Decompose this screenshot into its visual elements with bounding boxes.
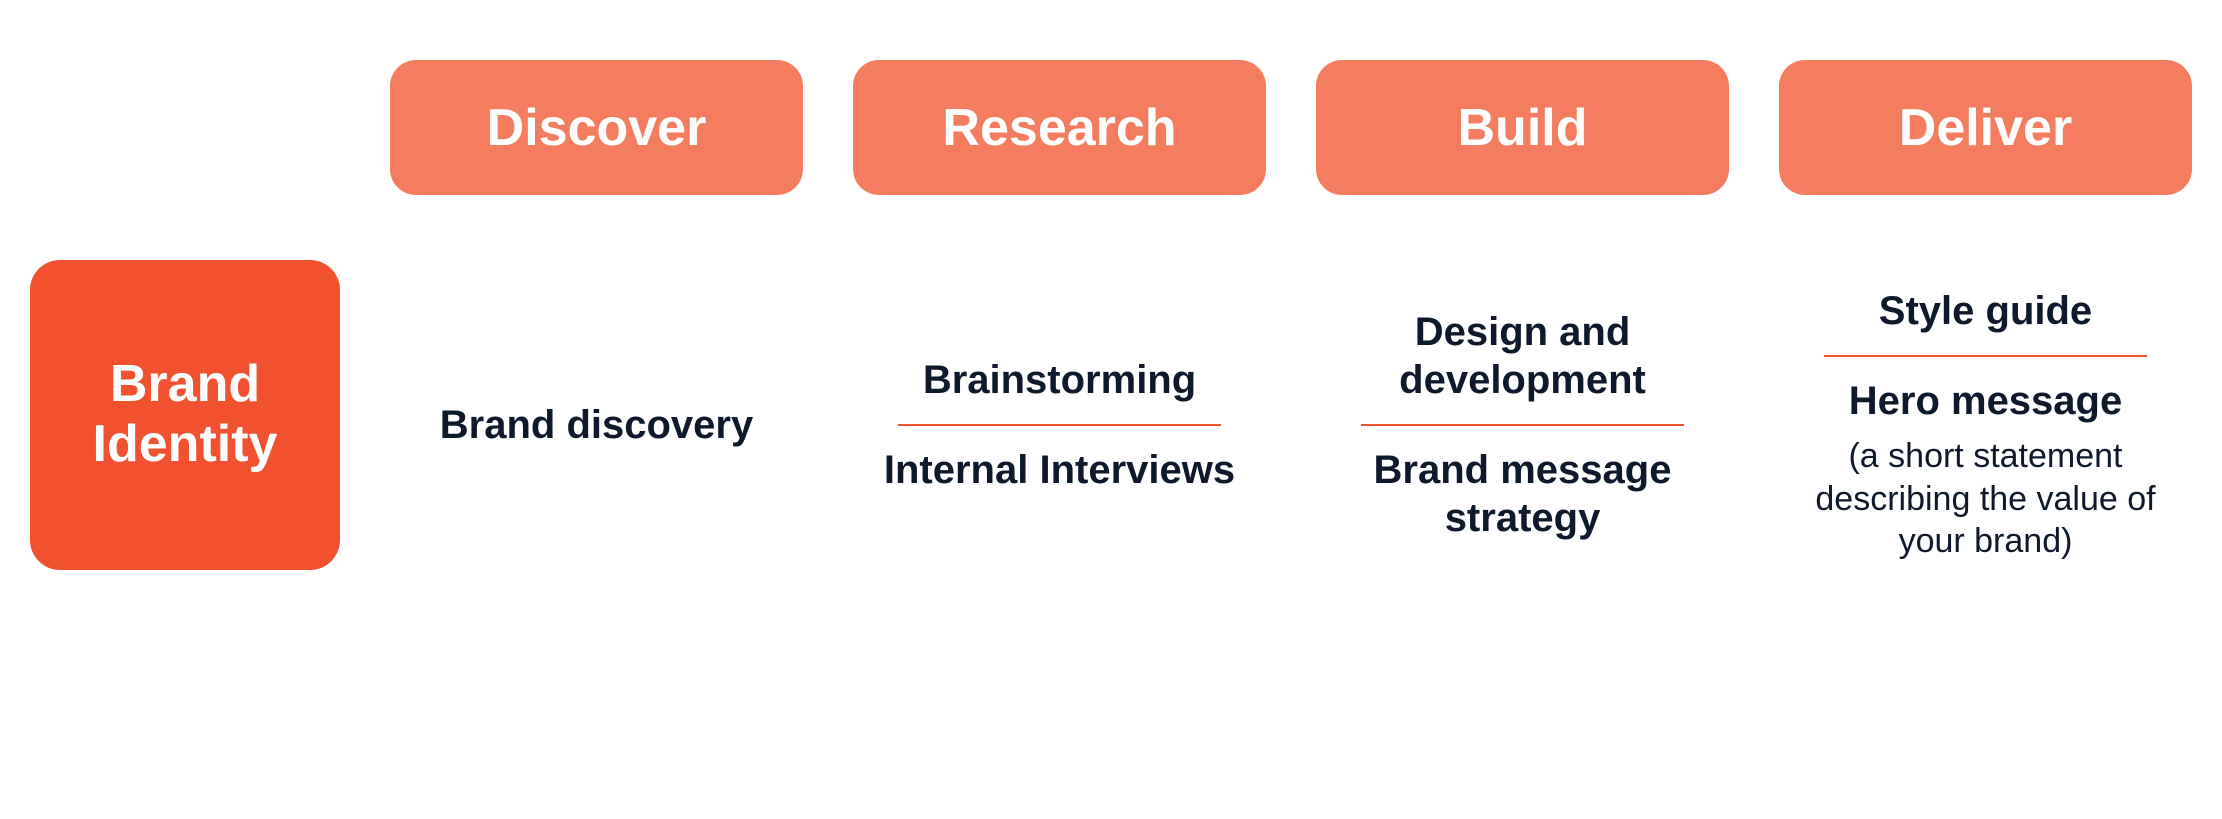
phase-item: Internal Interviews — [853, 446, 1266, 494]
phase-item-label: Brand discovery — [390, 401, 803, 449]
phase-item: Brand discovery — [390, 401, 803, 449]
item-divider — [1824, 355, 2146, 357]
phase-body: Brand discovery — [390, 275, 803, 575]
phase-header: Discover — [390, 60, 803, 195]
phase-item-label: Design and development — [1316, 308, 1729, 404]
topic-label: Brand Identity — [30, 355, 340, 475]
phase-body: Style guide Hero message (a short statemen… — [1779, 275, 2192, 575]
phase-title: Deliver — [1899, 98, 2072, 158]
phase-item-label: Hero message — [1779, 377, 2192, 425]
phase-body: Brainstorming Internal Interviews — [853, 275, 1266, 575]
phase-item: Design and development — [1316, 308, 1729, 404]
item-divider — [898, 424, 1220, 426]
topic-spacer — [30, 60, 340, 260]
topic-box: Brand Identity — [30, 260, 340, 570]
diagram-container: Brand Identity Discover Brand discovery Re… — [0, 0, 2222, 575]
phase-item-sublabel: (a short statement describing the value … — [1779, 435, 2192, 563]
phase-header: Deliver — [1779, 60, 2192, 195]
phase-item: Brand message strategy — [1316, 446, 1729, 542]
phase-body: Design and development Brand message stra… — [1316, 275, 1729, 575]
phases-row: Discover Brand discovery Research Brainstor… — [390, 60, 2192, 575]
phase-item: Style guide — [1779, 287, 2192, 335]
phase-title: Build — [1458, 98, 1588, 158]
phase-column: Build Design and development Brand message… — [1316, 60, 1729, 575]
phase-item-label: Internal Interviews — [853, 446, 1266, 494]
phase-title: Discover — [487, 98, 707, 158]
phase-column: Research Brainstorming Internal Interviews — [853, 60, 1266, 575]
phase-item-label: Brainstorming — [853, 356, 1266, 404]
phase-header: Research — [853, 60, 1266, 195]
phase-column: Deliver Style guide Hero message (a short s… — [1779, 60, 2192, 575]
phase-item: Brainstorming — [853, 356, 1266, 404]
phase-item: Hero message (a short statement describin… — [1779, 377, 2192, 563]
item-divider — [1361, 424, 1683, 426]
topic-column: Brand Identity — [30, 60, 340, 570]
phase-title: Research — [942, 98, 1176, 158]
phase-item-label: Style guide — [1779, 287, 2192, 335]
phase-column: Discover Brand discovery — [390, 60, 803, 575]
phase-header: Build — [1316, 60, 1729, 195]
phase-item-label: Brand message strategy — [1316, 446, 1729, 542]
